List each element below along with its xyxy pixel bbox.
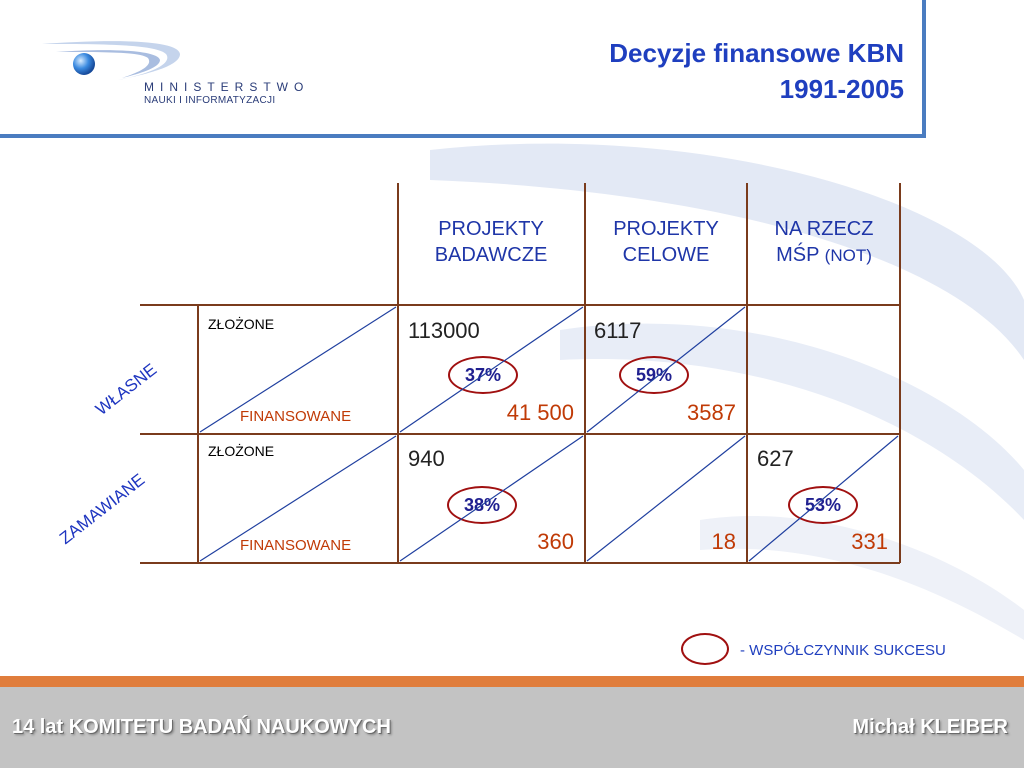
funded-value: 41 500: [506, 400, 574, 425]
column-header-projekty-badawcze: PROJEKTY BADAWCZE: [434, 218, 548, 266]
column-header-projekty-celowe: PROJEKTY CELOWE: [613, 218, 719, 266]
submitted-value: 940: [408, 446, 445, 471]
success-rate-oval: 59%: [619, 356, 689, 394]
logo-swoosh-icon: [42, 41, 180, 80]
submitted-label-row1: ZŁOŻONE: [208, 316, 275, 332]
submitted-label-row2: ZŁOŻONE: [208, 443, 275, 459]
success-rate-oval: 37%: [448, 356, 518, 394]
funded-value: 3587: [687, 400, 736, 425]
legend-text: - WSPÓŁCZYNNIK SUKCESU: [740, 642, 946, 659]
footer-left-text: 14 lat KOMITETU BADAŃ NAUKOWYCH: [12, 716, 391, 738]
header-frame: [0, 0, 926, 138]
submitted-value: 627: [757, 446, 794, 471]
success-rate-oval: 38%: [447, 486, 517, 524]
logo-text-ministry-name: NAUKI I INFORMATYZACJI: [144, 95, 276, 106]
footer-accent-bar: [0, 676, 1024, 687]
logo-text-ministerstwo: MINISTERSTWO: [144, 80, 310, 94]
funded-label-row1: FINANSOWANE: [240, 408, 352, 425]
submitted-value: 113000: [408, 318, 480, 343]
funded-label-row2: FINANSOWANE: [240, 537, 352, 554]
submitted-value: 6117: [594, 318, 642, 343]
funded-value: 360: [537, 529, 574, 554]
column-header-na-rzecz-msp: NA RZECZ MŚP (NOT): [774, 218, 874, 266]
page-title: Decyzje finansowe KBN: [609, 38, 904, 68]
footer-bar: [0, 687, 1024, 768]
ministry-logo: [38, 36, 338, 116]
page-subtitle-years: 1991-2005: [779, 74, 904, 104]
funded-value: 18: [711, 529, 736, 554]
legend-oval-icon: [681, 633, 729, 665]
footer-author: Michał KLEIBER: [852, 716, 1008, 738]
funded-value: 331: [851, 529, 888, 554]
success-rate-oval: 53%: [788, 486, 858, 524]
